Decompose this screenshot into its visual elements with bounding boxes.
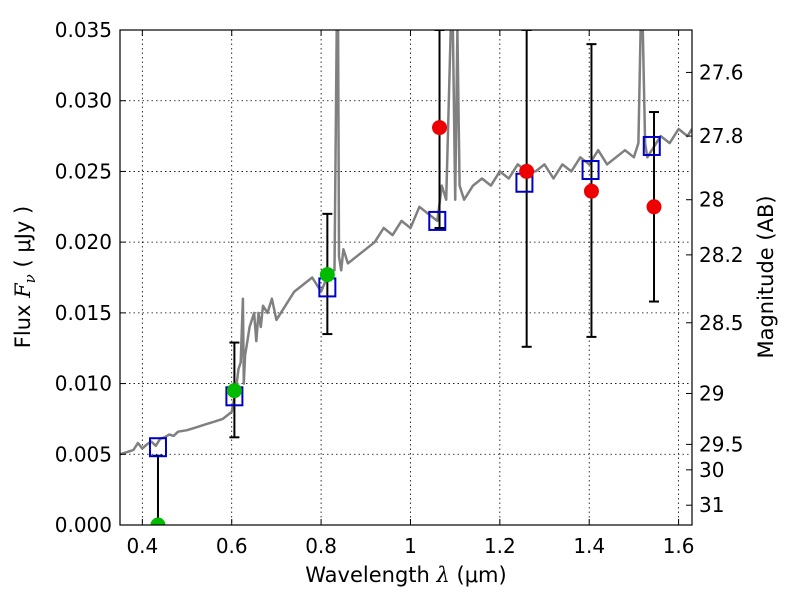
y-tick-label: 0.015 [55,301,112,325]
y-tick-labels: 0.000 0.005 0.010 0.015 0.020 0.025 0.030 0.035 [55,18,112,537]
x-axis-label: Wavelength λ (μm) [305,563,506,587]
x-tick-labels: 0.4 0.6 0.8 1 1.2 1.4 1.6 [126,534,694,558]
x-tick-label: 1 [404,534,417,558]
upper-limit-point [646,199,662,215]
observed-photometry-markers [150,120,662,525]
x-tick-label: 0.8 [305,534,337,558]
y2-tick-labels: 27.6 27.8 28 28.2 28.5 29 29.530 31 [699,60,744,517]
model-photometry-square [148,437,167,458]
y-tick-label: 0.025 [55,159,112,183]
upper-limit-point [432,120,448,136]
y-tick-label: 0.035 [55,18,112,42]
x-tick-label: 1.6 [663,534,695,558]
y2-tick-label: 28.2 [699,243,744,267]
upper-limit-point [583,183,599,199]
model-photometry-square [581,160,600,181]
x-tick-label: 0.4 [126,534,158,558]
upper-limit-point [519,163,535,179]
y2-tick-label: 28.5 [699,311,744,335]
y-tick-label: 0.020 [55,230,112,254]
y2-tick-label: 27.6 [699,60,744,84]
y2-tick-label: 29.5 [699,432,744,456]
x-tick-label: 1.2 [484,534,516,558]
y2-axis-label: Magnitude (AB) [754,195,778,358]
y2-tick-label: 30 [699,458,724,482]
x-tick-label: 1.4 [573,534,605,558]
y-tick-label: 0.010 [55,372,112,396]
plot-background [120,30,692,525]
y2-tick-label: 28 [699,188,724,212]
grid-lines [120,29,692,526]
plot-frame [119,29,693,526]
y-tick-label: 0.030 [55,89,112,113]
y-tick-label: 0.005 [55,442,112,466]
detection-point [150,517,166,525]
model-photometry-square [428,210,447,231]
y2-tick-label: 31 [699,493,724,517]
y2-tick-label: 27.8 [699,124,744,148]
y-axis-label: Flux Fν ( μJy ) [11,206,39,348]
axis-ticks [120,29,692,526]
x-tick-label: 0.6 [216,534,248,558]
plot-content [120,30,692,525]
detection-point [319,267,335,283]
y-tick-label: 0.000 [55,513,112,537]
y2-tick-label: 29 [699,381,724,405]
model-photometry-square [642,135,661,156]
detection-point [226,383,242,399]
